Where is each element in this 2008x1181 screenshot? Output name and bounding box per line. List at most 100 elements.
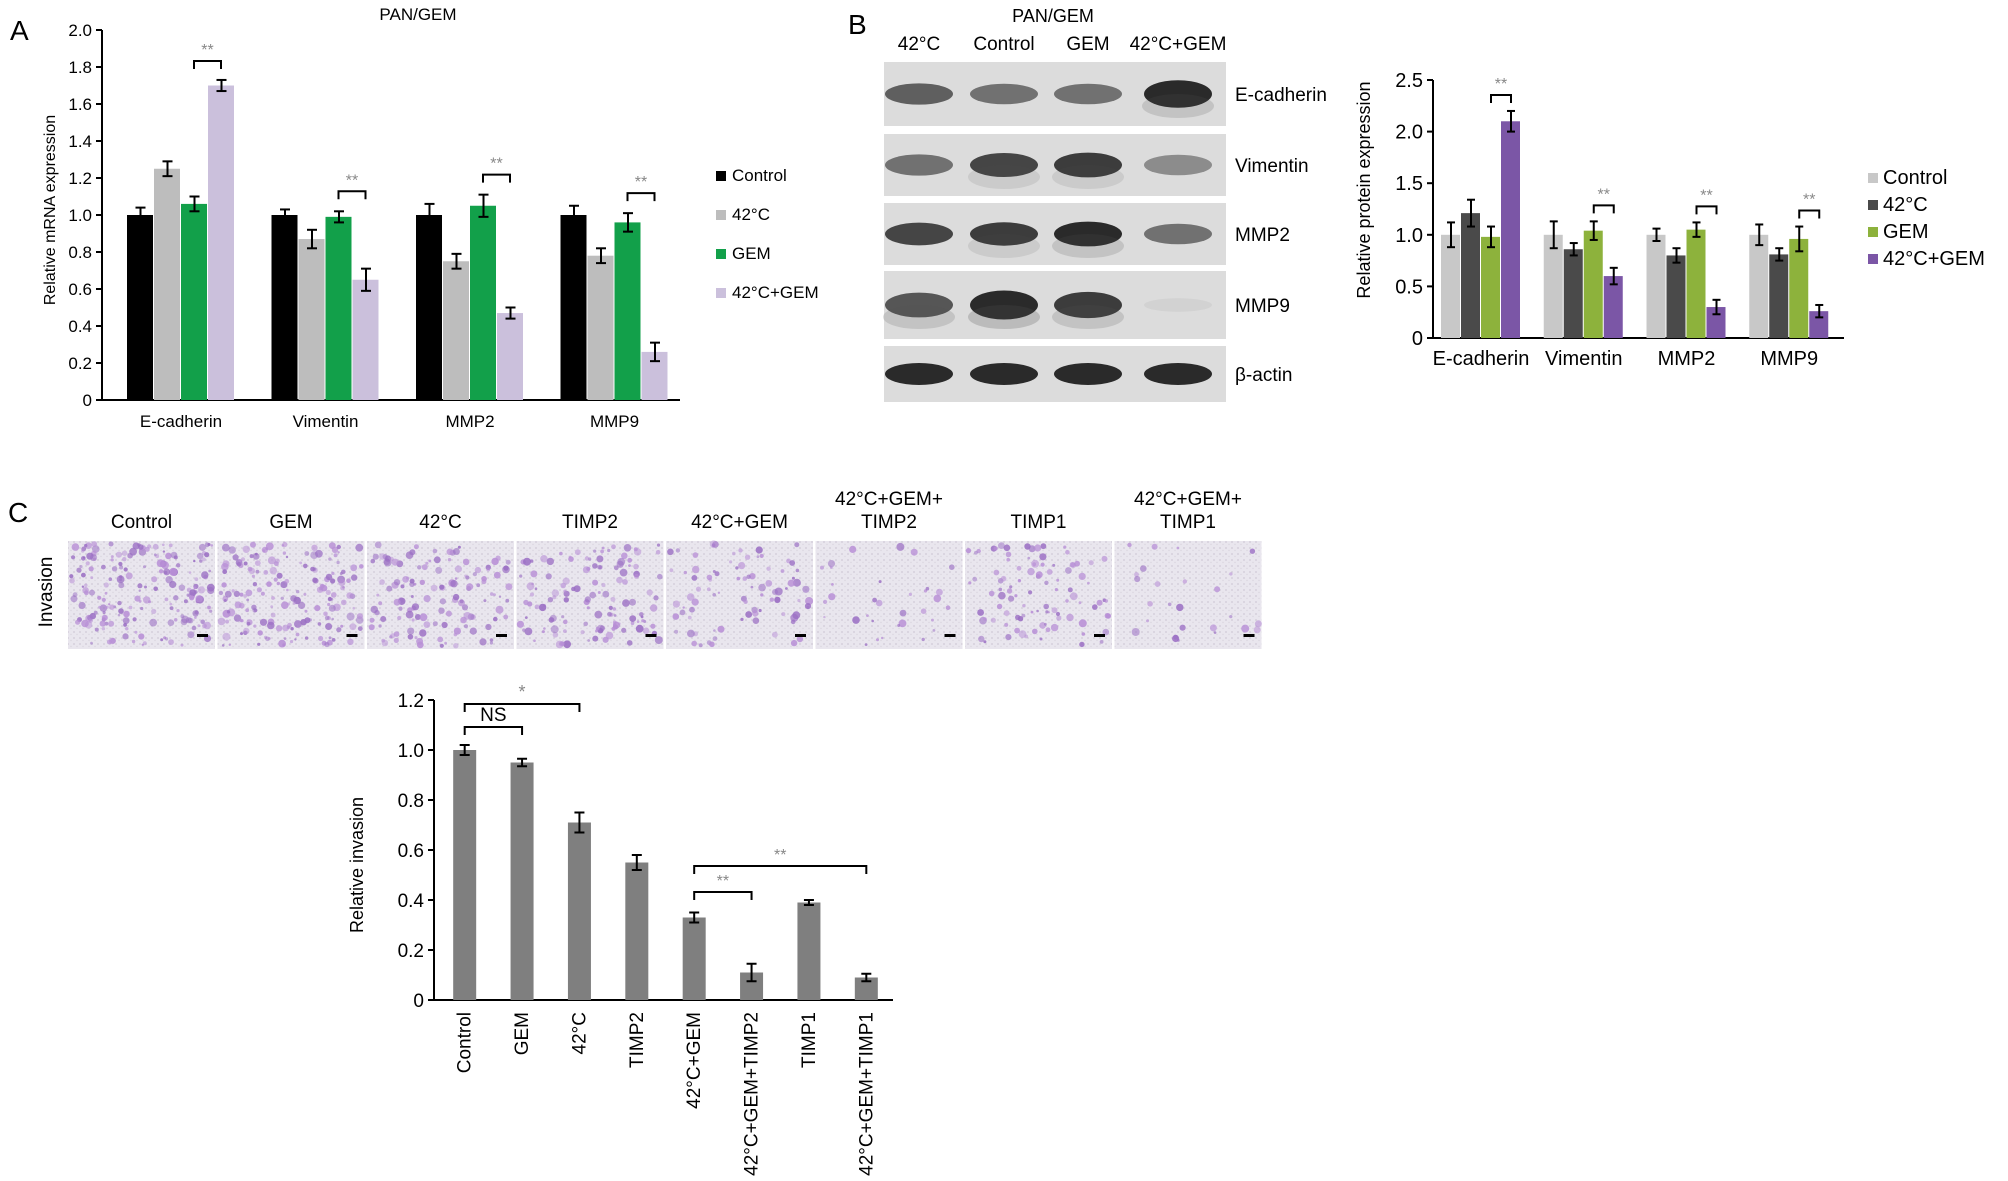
invading-cell bbox=[1024, 634, 1029, 639]
panel-b: B PAN/GEM 42°C Control GEM 42°C+GEM E-cadher… bbox=[848, 6, 1985, 402]
invading-cell bbox=[1054, 588, 1058, 592]
invading-cell bbox=[563, 629, 567, 633]
invading-cell bbox=[125, 572, 133, 580]
invading-cell bbox=[82, 587, 89, 594]
legend-swatch-Control bbox=[716, 171, 726, 181]
invading-cell bbox=[393, 579, 401, 586]
invading-cell bbox=[792, 611, 801, 620]
blot-row-label: Vimentin bbox=[1235, 156, 1309, 177]
sig-a-3-bracket bbox=[626, 192, 656, 202]
invading-cell bbox=[194, 616, 197, 619]
bar-MMP9-42°C bbox=[587, 255, 614, 400]
invading-cell bbox=[736, 576, 741, 581]
invading-cell bbox=[1003, 544, 1011, 552]
invading-cell bbox=[1039, 553, 1047, 561]
invading-cell bbox=[1070, 562, 1077, 568]
invading-cell bbox=[99, 604, 108, 612]
invading-cell bbox=[240, 632, 243, 636]
invading-cell bbox=[990, 617, 996, 623]
invading-cell bbox=[315, 549, 323, 558]
invading-cell bbox=[592, 563, 598, 569]
invading-cell bbox=[965, 548, 972, 554]
invading-cell bbox=[1063, 545, 1067, 549]
invading-cell bbox=[481, 579, 487, 585]
y-tick-label: 2.0 bbox=[68, 21, 92, 40]
invading-cell bbox=[115, 551, 122, 558]
invading-cell bbox=[752, 617, 760, 624]
invading-cell bbox=[196, 552, 204, 560]
invading-cell bbox=[1213, 631, 1217, 634]
invading-cell bbox=[1009, 585, 1013, 589]
x-category-label: 42°C+GEM+TIMP2 bbox=[742, 1012, 763, 1176]
invading-cell bbox=[75, 619, 81, 625]
invading-cell bbox=[630, 621, 635, 625]
invading-cell bbox=[285, 555, 289, 559]
invading-cell bbox=[417, 565, 422, 570]
invading-cell bbox=[1051, 607, 1058, 614]
invading-cell bbox=[90, 576, 94, 580]
invading-cell bbox=[1005, 634, 1012, 641]
bar-MMP2-42°C+GEM bbox=[1706, 307, 1726, 338]
invading-cell bbox=[93, 610, 98, 615]
band-Vimentin-lane3 bbox=[1054, 152, 1122, 178]
invading-cell bbox=[439, 643, 444, 648]
invading-cell bbox=[1078, 572, 1086, 581]
invading-cell bbox=[122, 617, 130, 624]
invading-cell bbox=[425, 561, 429, 565]
image-label: Control bbox=[111, 512, 172, 533]
invading-cell bbox=[920, 608, 927, 614]
invading-cell bbox=[282, 624, 289, 632]
sig-c-1-bracket bbox=[463, 703, 581, 712]
invading-cell bbox=[336, 560, 340, 565]
invading-cell bbox=[490, 592, 494, 596]
invading-cell bbox=[619, 568, 628, 577]
invading-cell bbox=[797, 598, 801, 603]
y-tick-label: 1.0 bbox=[398, 741, 424, 762]
bar-MMP9-GEM bbox=[1789, 238, 1809, 338]
invading-cell bbox=[331, 592, 337, 598]
invading-cell bbox=[453, 643, 459, 649]
invading-cell bbox=[1030, 610, 1034, 614]
invading-cell bbox=[1027, 567, 1035, 576]
invading-cell bbox=[226, 610, 231, 614]
invading-cell bbox=[1209, 624, 1217, 632]
band-MMP9-lane3 bbox=[1054, 291, 1122, 319]
invading-cell bbox=[998, 587, 1003, 592]
invading-cell bbox=[304, 609, 308, 613]
invading-cell bbox=[270, 605, 274, 609]
bar-MMP9-Control bbox=[1749, 234, 1769, 338]
bar-MMP9-42°C+GEM bbox=[1809, 311, 1829, 338]
invading-cell bbox=[1014, 594, 1018, 598]
invading-cell bbox=[252, 553, 260, 560]
lane-label: Control bbox=[973, 34, 1034, 55]
invading-cell bbox=[143, 565, 146, 569]
invading-cell bbox=[249, 554, 254, 559]
band-MMP9-lane4 bbox=[1144, 298, 1212, 312]
invading-cell bbox=[1154, 581, 1161, 587]
invading-cell bbox=[411, 603, 420, 611]
invading-cell bbox=[438, 607, 445, 614]
invading-cell bbox=[738, 562, 746, 570]
sig-b-1-label: ** bbox=[1598, 186, 1610, 203]
invading-cell bbox=[559, 551, 563, 556]
bar-MMP2-GEM bbox=[470, 205, 496, 400]
invading-cell bbox=[138, 633, 145, 640]
image-label-line2: TIMP1 bbox=[1160, 512, 1216, 533]
invading-cell bbox=[197, 624, 201, 628]
invading-cell bbox=[898, 619, 907, 628]
invading-cell bbox=[1146, 619, 1149, 623]
invading-cell bbox=[142, 641, 147, 646]
invading-cell bbox=[607, 611, 612, 617]
invading-cell bbox=[758, 583, 766, 592]
invading-cell bbox=[1140, 565, 1147, 572]
invading-cell bbox=[131, 639, 136, 644]
invading-cell bbox=[340, 585, 345, 591]
invading-cell bbox=[162, 550, 166, 553]
panel-c-bars: Control GEM 42°C TIMP2 42°C+GEM 42°C+GEM+TIMP… bbox=[453, 682, 878, 1176]
invading-cell bbox=[158, 569, 164, 574]
x-category-label: Vimentin bbox=[293, 412, 359, 431]
invading-cell bbox=[223, 599, 227, 602]
invading-cell bbox=[390, 633, 396, 639]
panel-b-ylabel: Relative protein expression bbox=[1354, 81, 1374, 298]
invading-cell bbox=[623, 544, 632, 552]
